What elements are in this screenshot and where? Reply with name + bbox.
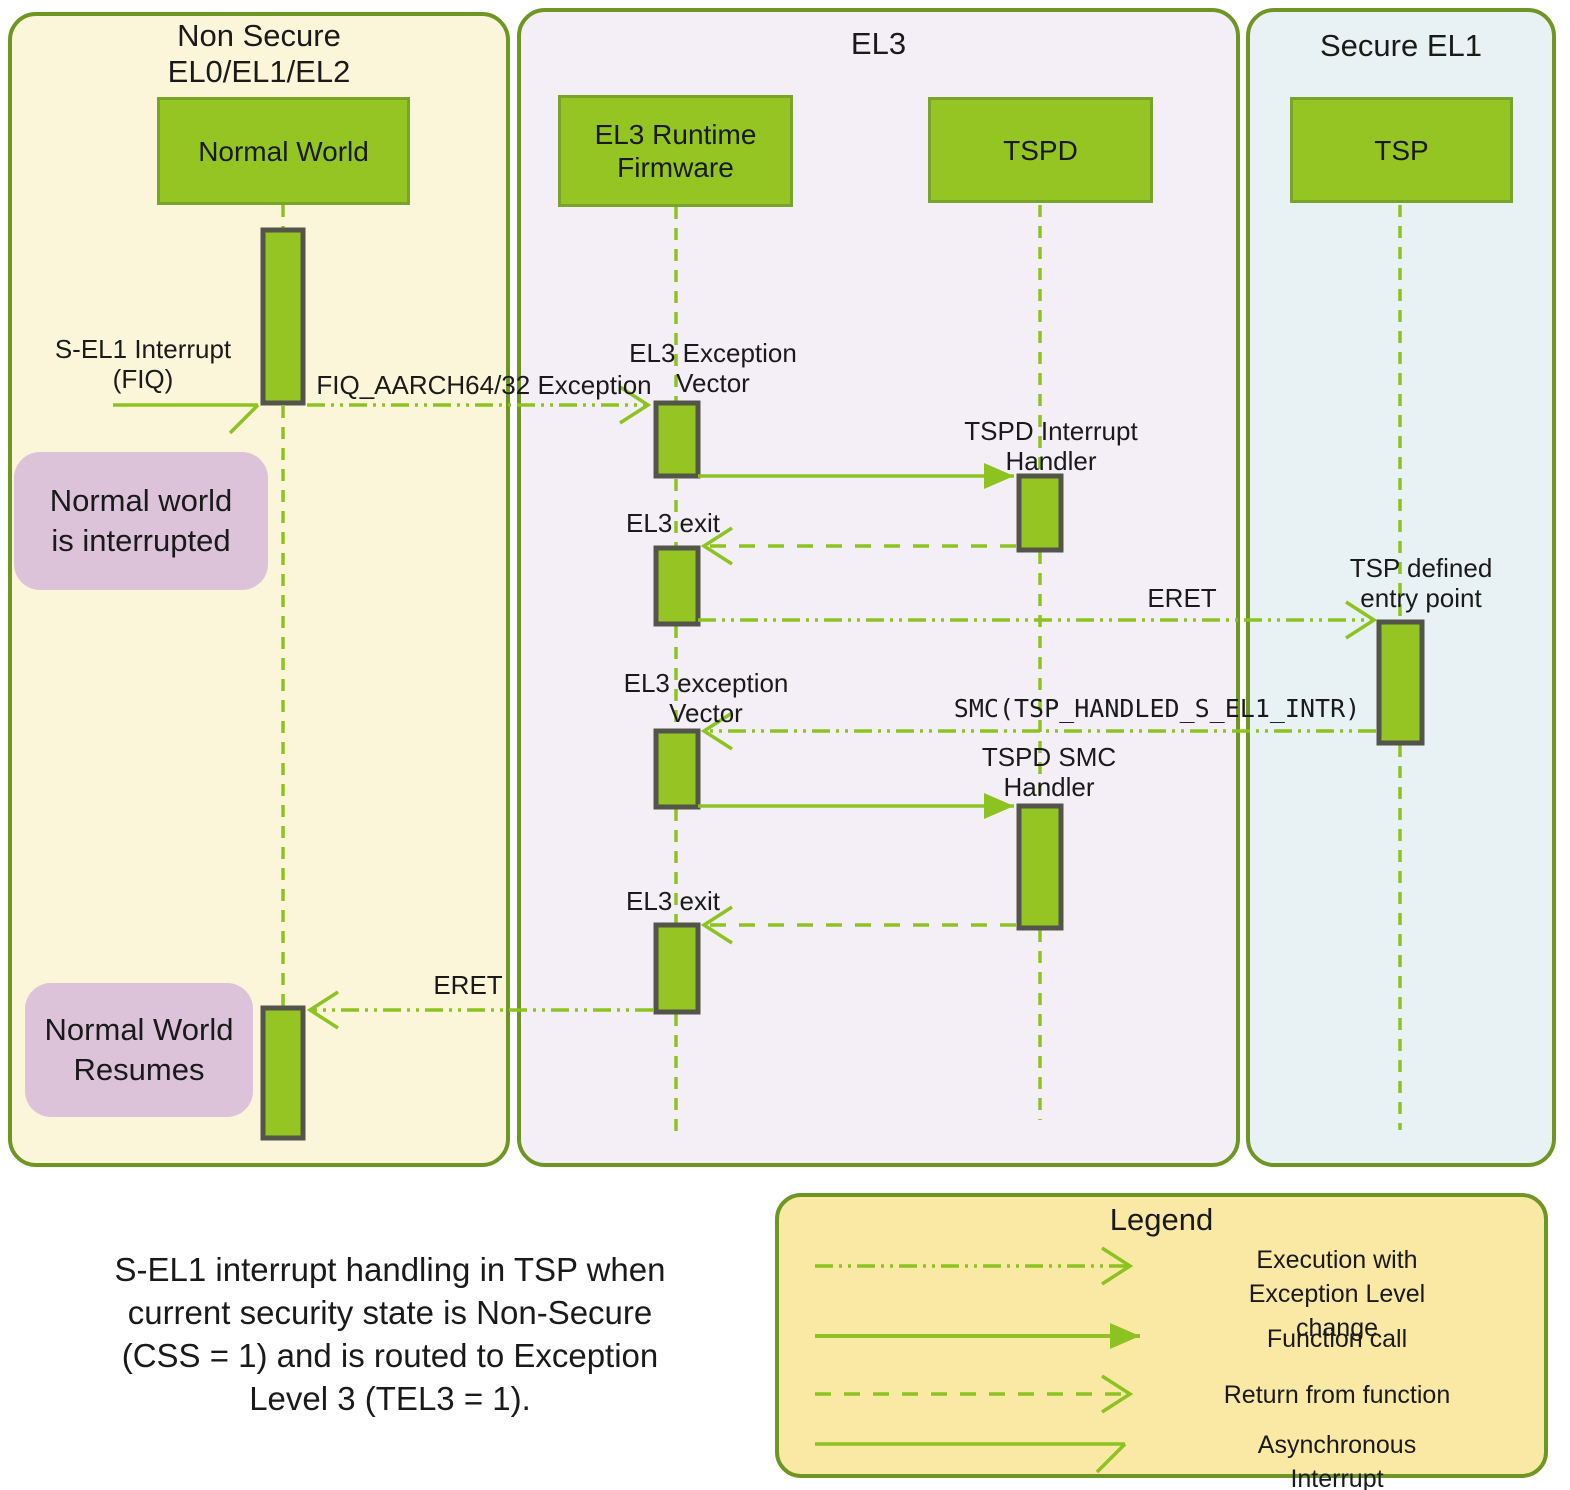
bar-normal-world-1	[260, 227, 306, 406]
note-normal-world-resumes: Normal World Resumes	[25, 983, 253, 1117]
label-eret-2: ERET	[433, 970, 503, 1000]
bar-el3-exception-vector-2	[653, 728, 701, 810]
bar-el3-exit-2	[653, 922, 701, 1015]
bar-el3-exception-vector-1	[653, 400, 701, 479]
legend-label-execution-el-change: Execution with Exception Level change	[1248, 1246, 1426, 1342]
bar-el3-exit-1	[653, 545, 701, 627]
label-el3-exception-vector-2: EL3 exception Vector	[623, 668, 789, 728]
bar-tspd-interrupt-handler	[1016, 473, 1064, 553]
label-s-el1-interrupt: S-EL1 Interrupt (FIQ)	[54, 334, 232, 394]
label-tspd-smc-handler: TSPD SMC Handler	[981, 742, 1117, 802]
label-smc-call: SMC(TSP_HANDLED_S_EL1_INTR)	[953, 694, 1361, 723]
label-el3-exception-vector-1: EL3 Exception Vector	[629, 338, 797, 398]
actor-tsp: TSP	[1290, 97, 1513, 203]
message-arrows	[113, 385, 1378, 1030]
diagram-caption: S-EL1 interrupt handling in TSP when cur…	[114, 1251, 666, 1417]
label-tsp-entry-point: TSP defined entry point	[1349, 553, 1493, 613]
legend-label-asynchronous-interrupt: Asynchronous Interrupt	[1257, 1431, 1417, 1490]
actor-tspd: TSPD	[928, 97, 1153, 203]
bar-tsp-entry-point	[1376, 619, 1425, 746]
lane-title-secure-el1: Secure EL1	[1320, 28, 1482, 63]
legend-arrows	[815, 1246, 1140, 1474]
activation-bars	[260, 227, 1425, 1141]
legend-title: Legend	[1109, 1202, 1214, 1237]
label-fiq-exception: FIQ_AARCH64/32 Exception	[316, 370, 652, 400]
lifelines	[281, 205, 1402, 1140]
label-el3-exit-1: EL3 exit	[626, 508, 720, 538]
actor-normal-world: Normal World	[157, 97, 410, 205]
legend-label-function-call: Function call	[1266, 1325, 1408, 1353]
legend-label-return-from-function: Return from function	[1223, 1381, 1451, 1409]
label-eret-1: ERET	[1147, 583, 1217, 613]
lane-title-el3: EL3	[850, 26, 907, 61]
actor-el3-runtime-firmware: EL3 Runtime Firmware	[558, 95, 793, 207]
bar-tspd-smc-handler	[1016, 803, 1064, 931]
lane-title-non-secure: Non Secure EL0/EL1/EL2	[167, 18, 351, 89]
label-tspd-interrupt-handler: TSPD Interrupt Handler	[964, 416, 1138, 476]
bar-normal-world-2	[260, 1005, 306, 1141]
label-el3-exit-2: EL3 exit	[626, 886, 720, 916]
note-normal-world-interrupted: Normal world is interrupted	[14, 452, 268, 590]
